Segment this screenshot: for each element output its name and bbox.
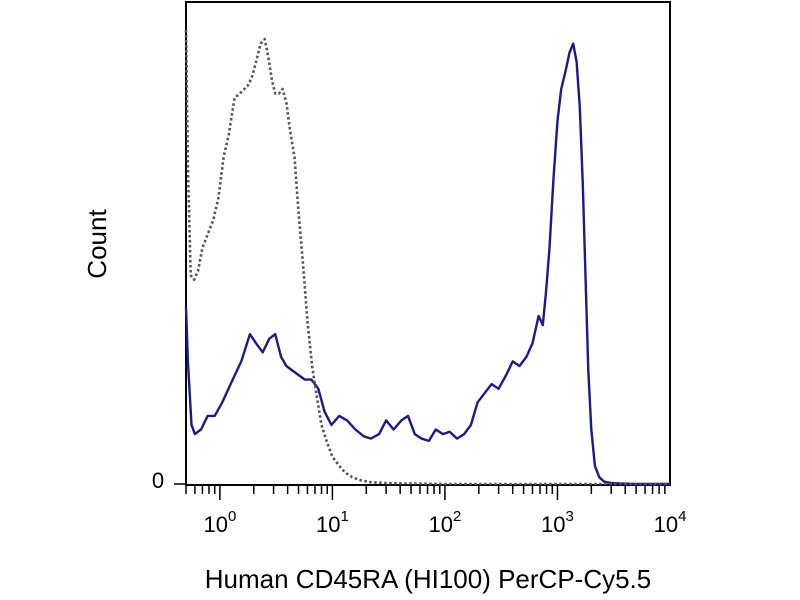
x-tick-label: 104 <box>654 508 687 537</box>
x-axis: 100 101 102 103 104 <box>185 486 687 537</box>
control-histogram-line <box>184 29 670 486</box>
x-axis-title: Human CD45RA (HI100) PerCP-Cy5.5 <box>205 564 652 594</box>
series-layer <box>184 29 670 486</box>
y-axis-title: Count <box>82 209 112 279</box>
x-tick-label: 103 <box>541 508 574 537</box>
stained-histogram-line <box>184 42 670 486</box>
x-tick-label: 100 <box>203 508 236 537</box>
x-tick-label: 101 <box>316 508 349 537</box>
plot-frame <box>185 1 671 486</box>
y-axis: 0 <box>152 468 186 493</box>
x-tick-label: 102 <box>429 508 462 537</box>
y-tick-label: 0 <box>152 468 164 493</box>
